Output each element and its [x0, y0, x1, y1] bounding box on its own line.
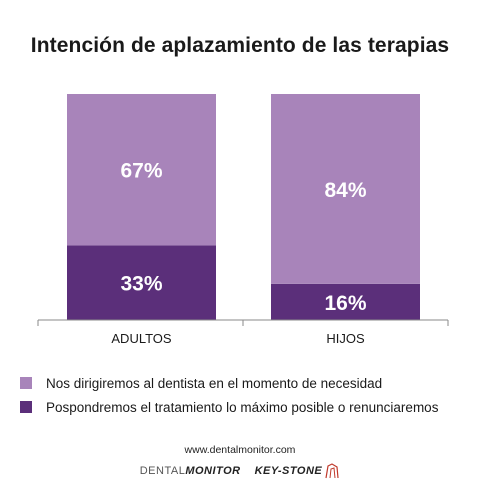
data-label-hijos-0: 16%	[324, 292, 366, 315]
legend-label-pospondremos: Pospondremos el tratamiento lo máximo po…	[46, 399, 439, 415]
logo-row: DENTALMONITOR KEY-STONE	[0, 460, 480, 482]
bar-segment-hijos-0	[271, 283, 420, 320]
logo-monitor-word: MONITOR	[185, 465, 241, 477]
legend-label-necesidad: Nos dirigiremos al dentista en el moment…	[46, 375, 383, 391]
bar-segment-hijos-1	[271, 94, 420, 284]
category-label-adultos: ADULTOS	[111, 331, 172, 346]
logo-keystone-word: KEY-STONE	[254, 465, 323, 477]
legend-swatch-pospondremos	[20, 401, 32, 413]
bar-segment-adultos-1	[67, 94, 216, 246]
website-url: www.dentalmonitor.com	[184, 444, 296, 456]
stacked-bar-chart: 33% 67% ADULTOS 16% 84% HIJOS	[37, 94, 449, 346]
data-label-adultos-1: 67%	[120, 160, 162, 183]
legend: Nos dirigiremos al dentista en el moment…	[20, 371, 470, 419]
logo-dental-word: DENTAL	[139, 465, 186, 477]
data-label-hijos-1: 84%	[324, 179, 366, 202]
data-label-adultos-0: 33%	[120, 273, 162, 296]
legend-swatch-necesidad	[20, 377, 32, 389]
chart-title: Intención de aplazamiento de las terapia…	[30, 34, 450, 57]
dental-monitor-logo: DENTALMONITOR	[140, 465, 241, 477]
bar-segment-adultos-0	[67, 245, 216, 320]
building-icon	[325, 463, 339, 479]
category-label-hijos: HIJOS	[326, 331, 365, 346]
legend-item-pospondremos: Pospondremos el tratamiento lo máximo po…	[20, 395, 470, 419]
key-stone-logo: KEY-STONE	[255, 463, 341, 479]
legend-item-necesidad: Nos dirigiremos al dentista en el moment…	[20, 371, 470, 395]
